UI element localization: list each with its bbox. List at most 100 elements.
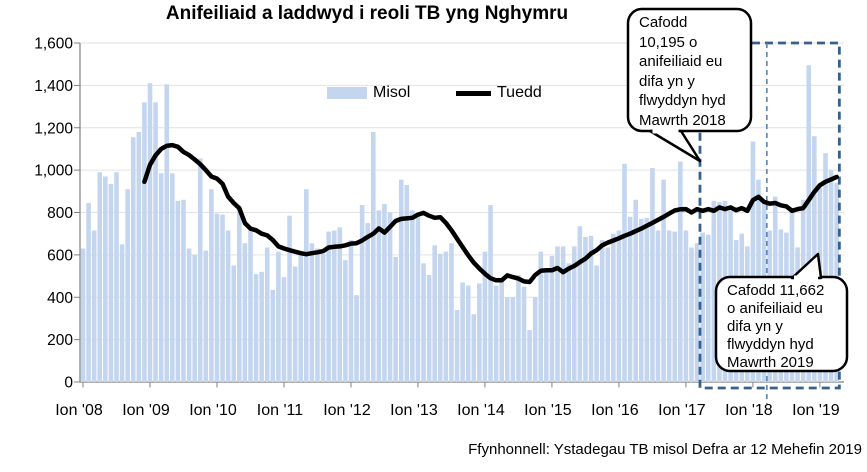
callout-2018-tail [648, 129, 702, 163]
bar [460, 282, 465, 382]
y-axis-label: 200 [47, 332, 73, 349]
x-axis-label: Ion '09 [122, 402, 170, 419]
bar [181, 199, 186, 382]
bar [203, 250, 209, 382]
source-note: Ffynhonnell: Ystadegau TB misol Defra ar… [468, 441, 862, 458]
callout-2018-bubble [626, 7, 753, 133]
bar [108, 183, 114, 382]
y-axis-label: 0 [64, 375, 73, 392]
bar [510, 297, 516, 382]
bar [538, 251, 544, 382]
bar [242, 243, 248, 382]
bar [588, 235, 594, 382]
bar [421, 263, 426, 382]
bar [237, 208, 242, 382]
bar [119, 244, 125, 382]
bar [86, 202, 91, 382]
bar [488, 205, 493, 382]
misol-bar-swatch-icon [327, 87, 367, 99]
bar [331, 230, 337, 382]
bar [309, 243, 315, 382]
bar [566, 263, 571, 382]
bar [186, 248, 192, 382]
bar [326, 231, 331, 382]
bar [125, 189, 130, 382]
bar [683, 230, 689, 382]
x-axis-label: Ion '12 [323, 402, 371, 419]
bar [672, 231, 678, 382]
callout-march-2019: Cafodd 11,662 o anifeiliaid eu difa yn y… [727, 282, 825, 371]
bar [225, 230, 231, 382]
bar [599, 240, 605, 382]
bar [404, 184, 410, 382]
callout-2018-tail-mask [652, 128, 679, 134]
bar [583, 236, 588, 382]
bar [521, 286, 527, 382]
x-axis-label: Ion '14 [457, 402, 505, 419]
y-axis-label: 1,600 [34, 36, 73, 53]
bar [443, 251, 449, 382]
legend-item-tuedd: Tuedd [456, 84, 542, 102]
bar [666, 230, 672, 382]
bar [705, 234, 711, 382]
bar [594, 265, 599, 382]
bar [276, 251, 281, 382]
bar [91, 230, 97, 382]
bar [432, 245, 438, 382]
bar [298, 254, 304, 382]
bar [80, 248, 86, 382]
bar [571, 246, 577, 382]
bar [694, 243, 700, 382]
x-axis-label: Ion '10 [189, 402, 237, 419]
bar [627, 216, 633, 382]
bar [689, 247, 694, 382]
bar [605, 247, 611, 382]
chart-title: Anifeiliaid a laddwyd i reoli TB yng Ngh… [165, 3, 569, 24]
bar [393, 256, 398, 382]
bar [287, 215, 292, 382]
y-axis-label: 600 [47, 247, 73, 264]
legend-item-misol: Misol [327, 84, 410, 102]
bar [130, 137, 136, 382]
bar [142, 102, 147, 382]
bar [253, 273, 259, 382]
bar [348, 240, 354, 382]
bar [650, 168, 655, 382]
bar [482, 251, 488, 382]
y-axis-label: 400 [47, 290, 73, 307]
bar [382, 204, 387, 382]
bar [158, 173, 164, 382]
callout-2019-bubble [714, 275, 849, 373]
bar [264, 247, 270, 382]
bar [337, 227, 343, 382]
bar [426, 275, 432, 382]
bar [504, 297, 510, 382]
bar [544, 270, 549, 382]
highlight-region-outline [698, 41, 841, 390]
trend-line [142, 142, 839, 285]
bar [823, 153, 828, 382]
bar [175, 200, 181, 382]
bar [354, 295, 359, 382]
bar [555, 246, 560, 382]
bar [153, 102, 158, 382]
tuedd-line-swatch-icon [456, 90, 491, 96]
bar [532, 297, 538, 382]
bar [493, 285, 499, 382]
bar [231, 265, 237, 382]
bar [560, 246, 566, 382]
bar [304, 189, 309, 382]
bar [806, 65, 812, 382]
bar [281, 277, 287, 382]
callout-2019-tail-mask [794, 275, 818, 281]
bar [197, 158, 203, 382]
bar [343, 260, 348, 382]
bar [644, 217, 650, 382]
x-axis-label: Ion '18 [725, 402, 773, 419]
bar [259, 271, 264, 382]
bar [359, 205, 365, 382]
bar [616, 230, 622, 382]
bar [465, 285, 471, 382]
bar [320, 253, 326, 382]
